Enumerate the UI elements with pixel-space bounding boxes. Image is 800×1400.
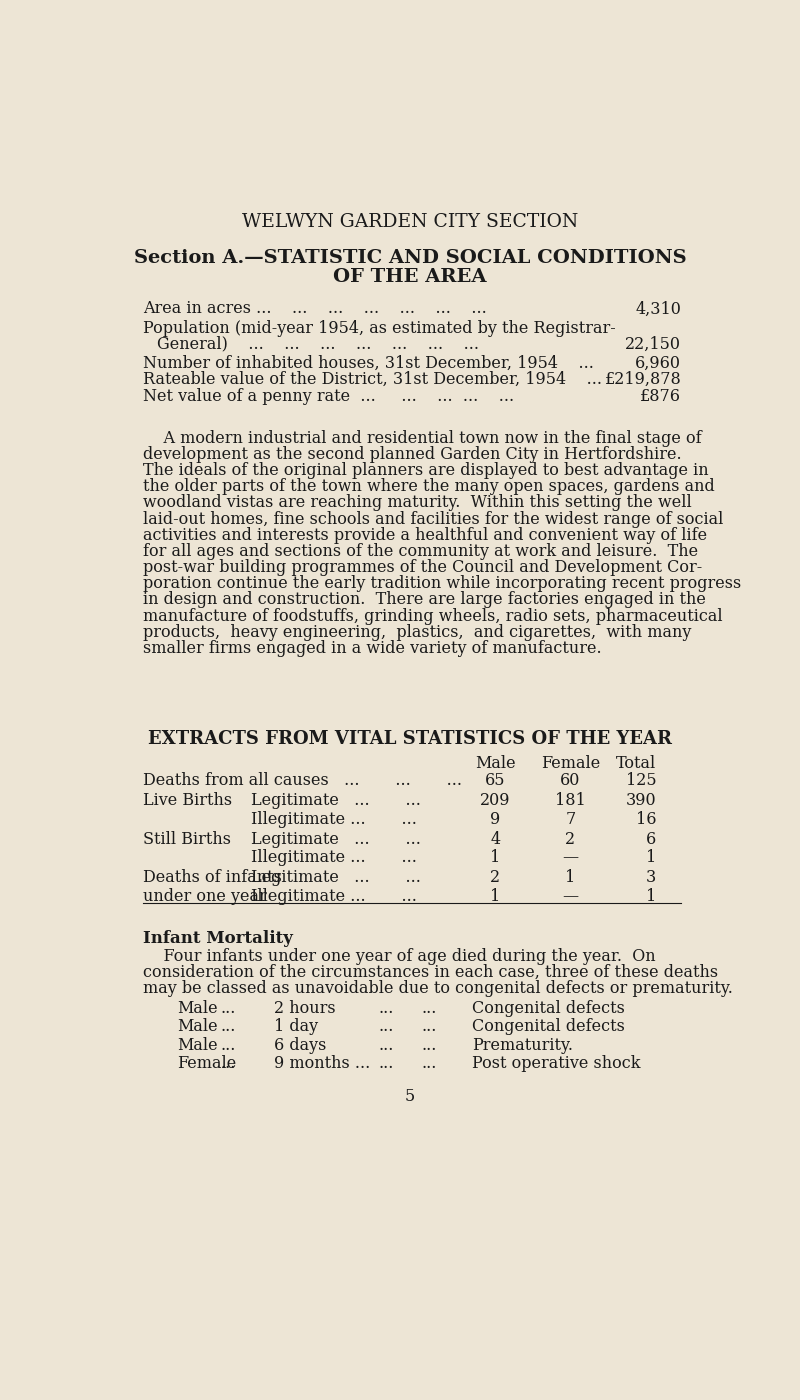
Text: 2: 2 [490,869,500,886]
Text: Deaths of infants: Deaths of infants [142,869,282,886]
Text: ...: ... [379,1018,394,1035]
Text: 7: 7 [566,811,575,827]
Text: Male: Male [475,755,515,771]
Text: Male: Male [178,1036,218,1054]
Text: 1 day: 1 day [274,1018,318,1035]
Text: activities and interests provide a healthful and convenient way of life: activities and interests provide a healt… [142,526,706,543]
Text: 16: 16 [636,811,657,827]
Text: Illegitimate ...       ...: Illegitimate ... ... [251,850,417,867]
Text: consideration of the circumstances in each case, three of these deaths: consideration of the circumstances in ea… [142,965,718,981]
Text: smaller firms engaged in a wide variety of manufacture.: smaller firms engaged in a wide variety … [142,640,602,657]
Text: —: — [562,850,578,867]
Text: Infant Mortality: Infant Mortality [142,931,293,948]
Text: Number of inhabited houses, 31st December, 1954    ...: Number of inhabited houses, 31st Decembe… [142,354,594,371]
Text: ...: ... [379,1036,394,1054]
Text: ...: ... [220,1036,235,1054]
Text: post-war building programmes of the Council and Development Cor-: post-war building programmes of the Coun… [142,559,702,577]
Text: 1: 1 [566,869,575,886]
Text: Population (mid-year 1954, as estimated by the Registrar-: Population (mid-year 1954, as estimated … [142,321,615,337]
Text: 5: 5 [405,1088,415,1105]
Text: in design and construction.  There are large factories engaged in the: in design and construction. There are la… [142,591,706,609]
Text: products,  heavy engineering,  plastics,  and cigarettes,  with many: products, heavy engineering, plastics, a… [142,624,691,641]
Text: Illegitimate ...       ...: Illegitimate ... ... [251,811,417,827]
Text: Legitimate   ...       ...: Legitimate ... ... [251,792,421,809]
Text: 4: 4 [490,832,500,848]
Text: ...: ... [220,1000,235,1016]
Text: ...: ... [422,1036,437,1054]
Text: manufacture of foodstuffs, grinding wheels, radio sets, pharmaceutical: manufacture of foodstuffs, grinding whee… [142,608,722,624]
Text: ...: ... [422,1056,437,1072]
Text: Still Births: Still Births [142,832,230,848]
Text: Congenital defects: Congenital defects [472,1018,625,1035]
Text: 60: 60 [560,773,581,790]
Text: Male: Male [178,1018,218,1035]
Text: Four infants under one year of age died during the year.  On: Four infants under one year of age died … [142,948,655,965]
Text: Legitimate   ...       ...: Legitimate ... ... [251,832,421,848]
Text: Total: Total [616,755,657,771]
Text: development as the second planned Garden City in Hertfordshire.: development as the second planned Garden… [142,447,682,463]
Text: Deaths from all causes   ...       ...       ...: Deaths from all causes ... ... ... [142,773,462,790]
Text: OF THE AREA: OF THE AREA [334,269,486,286]
Text: —: — [562,888,578,904]
Text: Female: Female [541,755,600,771]
Text: 6,960: 6,960 [635,354,682,371]
Text: 6: 6 [646,832,657,848]
Text: A modern industrial and residential town now in the final stage of: A modern industrial and residential town… [142,430,702,447]
Text: ...: ... [379,1056,394,1072]
Text: 6 days: 6 days [274,1036,326,1054]
Text: ...: ... [220,1018,235,1035]
Text: ...: ... [422,1000,437,1016]
Text: 9 months ...: 9 months ... [274,1056,370,1072]
Text: the older parts of the town where the many open spaces, gardens and: the older parts of the town where the ma… [142,479,714,496]
Text: Legitimate   ...       ...: Legitimate ... ... [251,869,421,886]
Text: 2: 2 [566,832,575,848]
Text: General)    ...    ...    ...    ...    ...    ...    ...: General) ... ... ... ... ... ... ... [157,336,478,353]
Text: 65: 65 [485,773,506,790]
Text: 125: 125 [626,773,657,790]
Text: 1: 1 [646,888,657,904]
Text: 2 hours: 2 hours [274,1000,336,1016]
Text: 22,150: 22,150 [626,336,682,353]
Text: Area in acres ...    ...    ...    ...    ...    ...    ...: Area in acres ... ... ... ... ... ... ..… [142,301,486,318]
Text: Congenital defects: Congenital defects [472,1000,625,1016]
Text: laid-out homes, fine schools and facilities for the widest range of social: laid-out homes, fine schools and facilit… [142,511,723,528]
Text: Prematurity.: Prematurity. [472,1036,573,1054]
Text: 3: 3 [646,869,657,886]
Text: ...: ... [379,1000,394,1016]
Text: Rateable value of the District, 31st December, 1954    ...: Rateable value of the District, 31st Dec… [142,371,602,388]
Text: 9: 9 [490,811,500,827]
Text: 390: 390 [626,792,657,809]
Text: ...: ... [220,1056,235,1072]
Text: Male: Male [178,1000,218,1016]
Text: £876: £876 [640,388,682,405]
Text: may be classed as unavoidable due to congenital defects or prematurity.: may be classed as unavoidable due to con… [142,980,733,997]
Text: for all ages and sections of the community at work and leisure.  The: for all ages and sections of the communi… [142,543,698,560]
Text: Live Births: Live Births [142,792,232,809]
Text: 1: 1 [490,850,500,867]
Text: Net value of a penny rate  ...     ...    ...  ...    ...: Net value of a penny rate ... ... ... ..… [142,388,514,405]
Text: under one year: under one year [142,888,266,904]
Text: 1: 1 [490,888,500,904]
Text: 209: 209 [480,792,510,809]
Text: £219,878: £219,878 [605,371,682,388]
Text: 4,310: 4,310 [635,301,682,318]
Text: Post operative shock: Post operative shock [472,1056,641,1072]
Text: Illegitimate ...       ...: Illegitimate ... ... [251,888,417,904]
Text: 1: 1 [646,850,657,867]
Text: ...: ... [422,1018,437,1035]
Text: WELWYN GARDEN CITY SECTION: WELWYN GARDEN CITY SECTION [242,213,578,231]
Text: Section A.—STATISTIC AND SOCIAL CONDITIONS: Section A.—STATISTIC AND SOCIAL CONDITIO… [134,249,686,267]
Text: 181: 181 [555,792,586,809]
Text: woodland vistas are reaching maturity.  Within this setting the well: woodland vistas are reaching maturity. W… [142,494,691,511]
Text: EXTRACTS FROM VITAL STATISTICS OF THE YEAR: EXTRACTS FROM VITAL STATISTICS OF THE YE… [148,731,672,748]
Text: The ideals of the original planners are displayed to best advantage in: The ideals of the original planners are … [142,462,708,479]
Text: poration continue the early tradition while incorporating recent progress: poration continue the early tradition wh… [142,575,741,592]
Text: Female: Female [178,1056,237,1072]
